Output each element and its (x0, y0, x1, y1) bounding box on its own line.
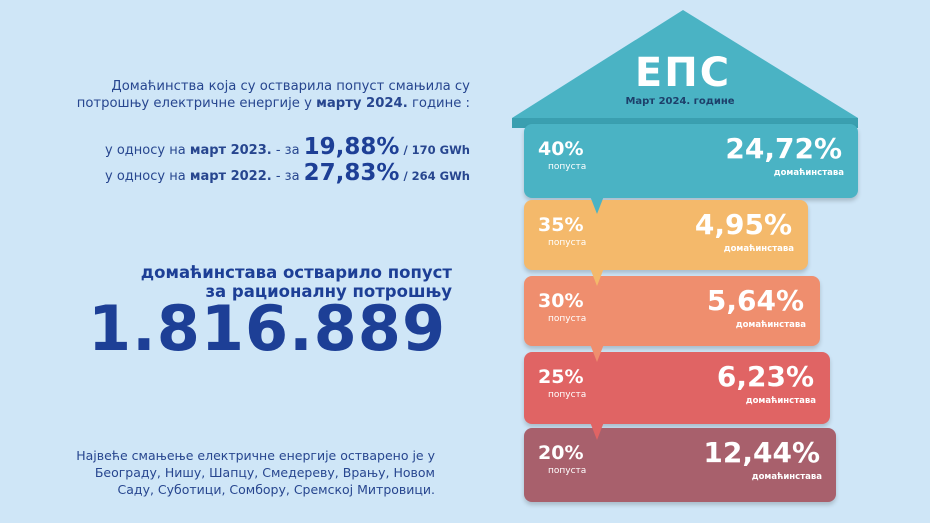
headline-line1: домаћинстава остварило попуст (140, 263, 452, 282)
tier-35-percent: 35% попуста 4,95% домаћинстава (524, 200, 808, 270)
headline-line2: за рационалну потрошњу (205, 282, 452, 301)
tier-20-percent: 20% попуста 12,44% домаћинстава (524, 428, 836, 502)
tier-share: 12,44% (703, 436, 820, 469)
comparison-gwh: / 170 GWh (399, 143, 470, 157)
tier-25-percent: 25% попуста 6,23% домаћинстава (524, 352, 830, 424)
tier-discount-label: попуста (548, 162, 587, 172)
tier-discount-label: попуста (548, 466, 587, 476)
comparison-percent: 19,88% (303, 134, 400, 160)
comparison-2023: у односу на март 2023. - за 19,88% / 170… (60, 134, 470, 160)
tier-discount: 25% (538, 366, 584, 388)
tier-discount: 30% (538, 290, 584, 312)
intro-line2-post: године : (407, 96, 470, 111)
headline-label: домаћинстава остварило попуст за рациона… (60, 263, 452, 301)
tier-share: 4,95% (694, 208, 792, 241)
comparison-period: март 2023. (189, 143, 272, 158)
comparison-mid: - за (271, 143, 304, 158)
roof-shape (512, 10, 858, 128)
tier-30-percent: 30% попуста 5,64% домаћинстава (524, 276, 820, 346)
intro-line2-bold: марту 2024. (316, 96, 408, 111)
intro-text: Домаћинства која су остварила попуст сма… (60, 78, 470, 112)
tier-discount-label: попуста (548, 238, 587, 248)
intro-line2-pre: потрошњу електричне енергије у (76, 96, 317, 111)
cities-note: Највеће смањење електричне енергије оств… (76, 448, 435, 497)
comparison-percent: 27,83% (303, 160, 400, 186)
tier-share-label: домаћинстава (773, 168, 844, 178)
tier-share-label: домаћинстава (745, 396, 816, 406)
comparison-mid: - за (271, 169, 304, 184)
tier-discount: 35% (538, 214, 584, 236)
comparison-period: март 2022. (189, 169, 272, 184)
tier-share-label: домаћинстава (735, 320, 806, 330)
tier-discount-label: попуста (548, 314, 587, 324)
tier-share: 24,72% (725, 132, 842, 165)
tier-40-percent: 40% попуста 24,72% домаћинстава (524, 124, 858, 198)
comparison-gwh: / 264 GWh (399, 169, 470, 183)
tier-discount-label: попуста (548, 390, 587, 400)
tier-share: 6,23% (716, 360, 814, 393)
tier-discount: 40% (538, 138, 584, 160)
comparison-pre: у односу на (105, 169, 190, 184)
tier-share-label: домаћинстава (751, 472, 822, 482)
comparison-2022: у односу на март 2022. - за 27,83% / 264… (60, 160, 470, 186)
household-count: 1.816.889 (88, 292, 447, 365)
comparison-pre: у односу на (105, 143, 190, 158)
tier-share: 5,64% (706, 284, 804, 317)
intro-line1: Домаћинства која су остварила попуст сма… (111, 79, 470, 94)
tier-share-label: домаћинстава (723, 244, 794, 254)
eps-subtitle: Март 2024. године (625, 96, 735, 107)
eps-logo-title: ЕПС (634, 50, 732, 96)
tier-discount: 20% (538, 442, 584, 464)
